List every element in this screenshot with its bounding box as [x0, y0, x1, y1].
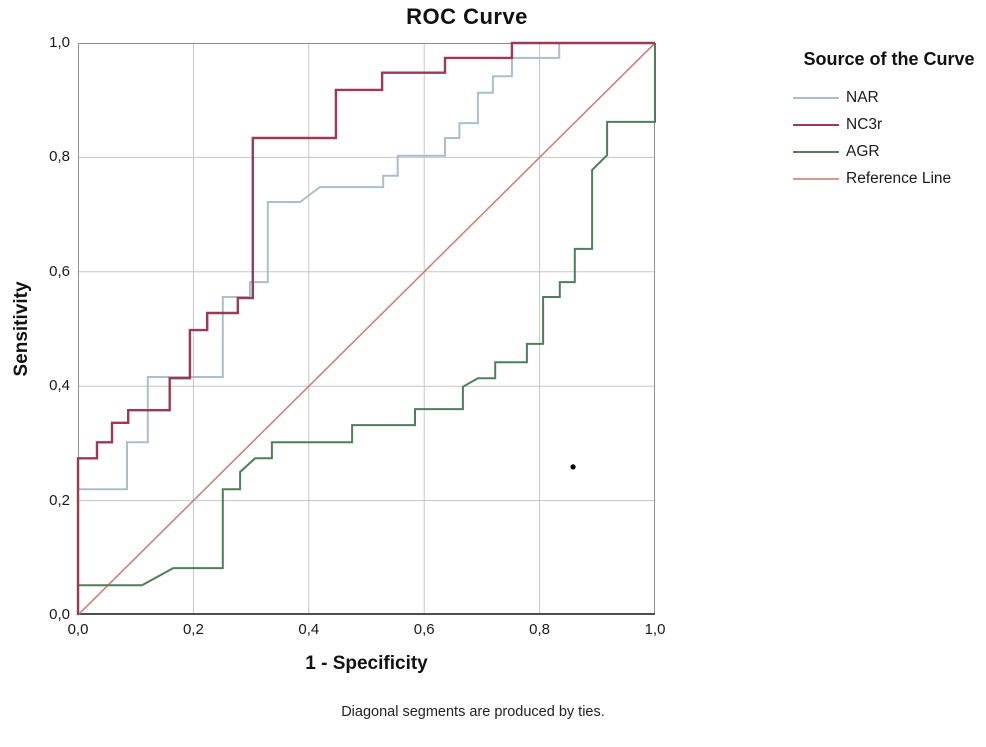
x-axis-title: 1 - Specificity [305, 653, 428, 674]
legend-swatch [793, 150, 839, 153]
y-axis-title: Sensitivity [11, 281, 32, 377]
legend: Source of the Curve NAR NC3r AGR Reference … [793, 48, 985, 192]
plot-area [76, 41, 656, 616]
legend-entry-nar: NAR [793, 84, 985, 111]
curve-nc3r [76, 41, 655, 615]
y-tick-label: 0,8 [49, 148, 70, 166]
legend-entry-reference-line: Reference Line [793, 165, 985, 192]
curve-nar [77, 42, 655, 615]
y-tick-label: 0,2 [49, 491, 70, 509]
legend-entries: NAR NC3r AGR Reference Line [793, 84, 985, 192]
y-tick-label: 0,6 [49, 262, 70, 280]
x-tick-label: 0,6 [413, 621, 435, 638]
legend-title: Source of the Curve [803, 49, 975, 69]
y-tick-label: 0,0 [49, 606, 70, 623]
chart-title: ROC Curve [406, 4, 528, 29]
legend-swatch [793, 96, 839, 99]
legend-entry-nc3r: NC3r [793, 111, 985, 138]
x-tick-label: 0,4 [298, 621, 320, 638]
curve-reference-line [77, 42, 656, 616]
legend-swatch [793, 177, 839, 180]
plot-svg [76, 41, 656, 616]
x-tick-label: 0,2 [182, 621, 204, 638]
legend-label: AGR [846, 142, 880, 160]
chart-footnote: Diagonal segments are produced by ties. [341, 704, 605, 720]
x-tick-label: 0,8 [529, 621, 551, 638]
legend-label: Reference Line [846, 169, 952, 187]
y-tick-label: 1,0 [49, 34, 70, 51]
outlier-dot [570, 464, 576, 470]
x-tick-label: 1,0 [644, 621, 666, 638]
legend-entry-agr: AGR [793, 138, 985, 165]
y-tick-label: 0,4 [49, 377, 70, 395]
legend-swatch [793, 123, 839, 126]
legend-label: NC3r [846, 115, 883, 133]
curve-agr [77, 43, 656, 615]
legend-label: NAR [846, 88, 879, 106]
x-tick-label: 0,0 [67, 621, 89, 638]
